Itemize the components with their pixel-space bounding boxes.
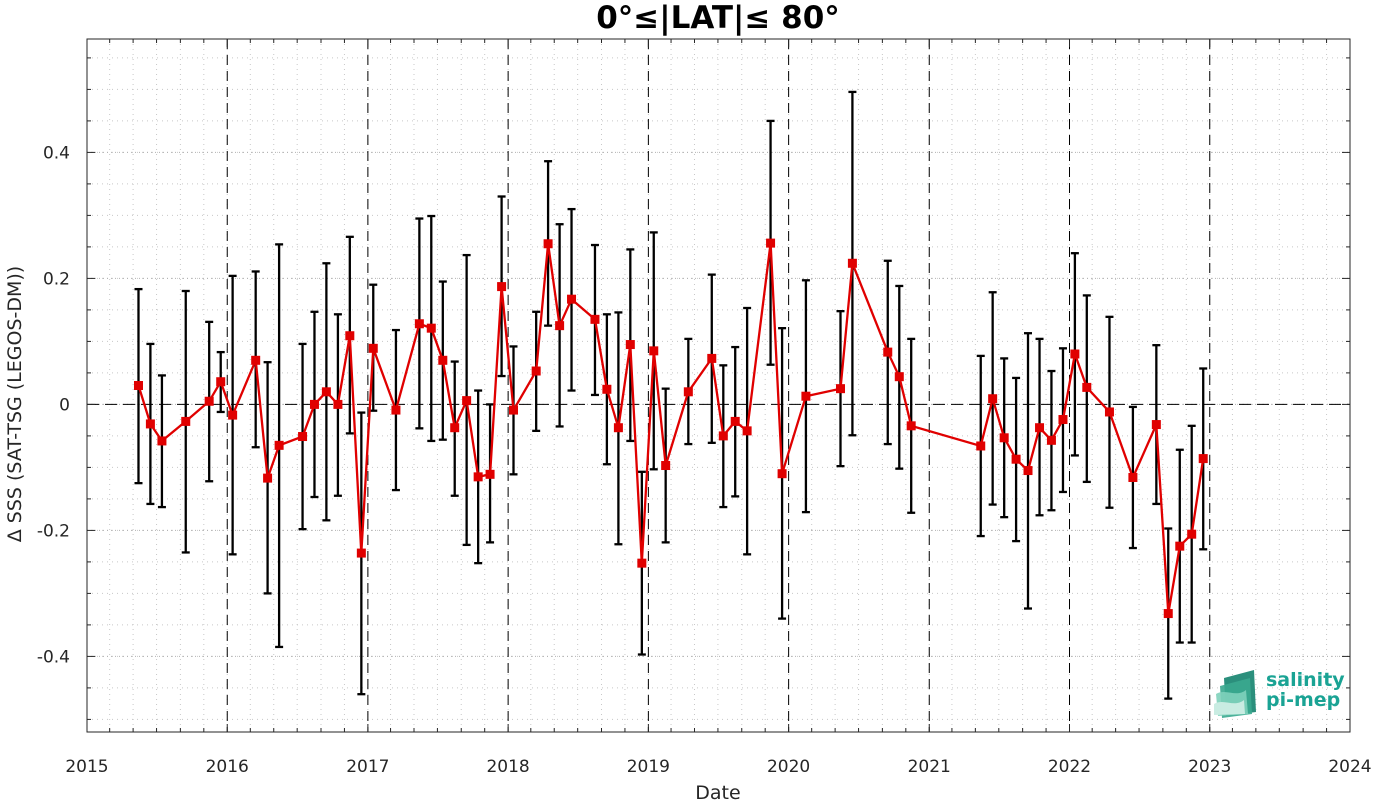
plot-frame — [86, 38, 1351, 733]
data-point-marker — [590, 314, 600, 324]
data-point-marker — [894, 372, 904, 382]
data-point-marker — [1023, 466, 1033, 476]
data-point-marker — [543, 239, 553, 249]
data-point-marker — [157, 436, 167, 446]
data-point-marker — [497, 282, 507, 292]
data-point-marker — [847, 258, 857, 268]
x-tick-label: 2018 — [486, 757, 529, 777]
data-point-marker — [906, 421, 916, 431]
series-markers — [133, 238, 1208, 619]
data-point-marker — [625, 340, 635, 350]
data-point-marker — [883, 347, 893, 357]
data-point-marker — [368, 343, 378, 353]
data-point-marker — [1175, 541, 1185, 551]
data-point-marker — [1082, 382, 1092, 392]
chart-title: 0°≤|LAT|≤ 80° — [596, 0, 840, 36]
data-point-marker — [509, 405, 519, 415]
data-point-marker — [1104, 407, 1114, 417]
data-point-marker — [567, 294, 577, 304]
data-point-marker — [251, 355, 261, 365]
y-tick-labels: -0.4 -0.2 0 0.2 0.4 — [37, 143, 70, 667]
data-point-marker — [145, 419, 155, 429]
data-point-marker — [1187, 529, 1197, 539]
data-point-marker — [263, 473, 273, 483]
x-tick-label: 2022 — [1048, 757, 1091, 777]
salinity-pi-mep-logo: salinity pi-mep — [1214, 669, 1345, 718]
x-tick-label: 2015 — [65, 757, 108, 777]
x-axis-label: Date — [695, 782, 740, 801]
data-point-marker — [450, 423, 460, 433]
logo-wave-icon — [1214, 670, 1256, 718]
y-tick-label: 0 — [59, 395, 70, 415]
data-point-marker — [766, 238, 776, 248]
data-point-marker — [1011, 454, 1021, 464]
data-point-marker — [661, 461, 671, 471]
x-tick-labels: 2015 2016 2017 2018 2019 2020 2021 2022 2023 2024 — [65, 757, 1371, 777]
data-point-marker — [333, 399, 343, 409]
data-point-marker — [274, 440, 284, 450]
data-point-marker — [1151, 420, 1161, 430]
x-tick-label: 2017 — [346, 757, 389, 777]
data-point-marker — [216, 377, 226, 387]
x-tick-label: 2019 — [627, 757, 670, 777]
data-point-marker — [485, 469, 495, 479]
data-point-marker — [1198, 454, 1208, 464]
data-point-marker — [462, 396, 472, 406]
data-point-marker — [602, 384, 612, 394]
y-tick-label: -0.4 — [37, 647, 70, 667]
data-point-marker — [309, 399, 319, 409]
data-point-marker — [1046, 435, 1056, 445]
data-point-marker — [730, 416, 740, 426]
data-point-marker — [298, 432, 308, 442]
data-point-marker — [356, 548, 366, 558]
y-axis-label: Δ SSS (SAT-TSG (LEGOS-DM)) — [4, 266, 26, 542]
data-point-marker — [777, 469, 787, 479]
data-point-marker — [1128, 472, 1138, 482]
data-point-marker — [707, 353, 717, 363]
axis-ticks — [86, 39, 1351, 732]
data-point-marker — [345, 331, 355, 341]
data-point-marker — [999, 433, 1009, 443]
data-point-marker — [133, 381, 143, 390]
x-tick-label: 2016 — [206, 757, 249, 777]
data-point-marker — [414, 319, 424, 329]
data-point-marker — [321, 387, 331, 397]
data-point-marker — [835, 384, 845, 394]
y-tick-label: -0.2 — [37, 521, 70, 541]
data-point-marker — [801, 391, 811, 401]
data-point-marker — [988, 394, 998, 404]
y-tick-label: 0.4 — [43, 143, 70, 163]
data-point-marker — [613, 423, 623, 433]
data-point-marker — [718, 431, 728, 441]
year-marker-lines — [226, 39, 1211, 732]
data-point-marker — [426, 323, 436, 333]
x-tick-label: 2024 — [1328, 757, 1371, 777]
data-point-marker — [204, 396, 214, 406]
data-point-marker — [181, 416, 191, 426]
data-point-marker — [228, 410, 238, 420]
data-point-marker — [473, 472, 483, 482]
data-point-marker — [683, 387, 693, 397]
y-tick-label: 0.2 — [43, 269, 70, 289]
data-point-marker — [438, 355, 448, 365]
data-point-marker — [649, 346, 659, 356]
data-point-marker — [637, 558, 647, 568]
data-point-marker — [391, 405, 401, 415]
logo-text-salinity: salinity — [1266, 669, 1345, 691]
x-tick-label: 2020 — [767, 757, 810, 777]
data-point-marker — [531, 366, 541, 376]
data-point-marker — [555, 321, 565, 331]
x-tick-label: 2023 — [1188, 757, 1231, 777]
data-point-marker — [1035, 423, 1045, 433]
x-tick-label: 2021 — [908, 757, 951, 777]
data-point-marker — [742, 426, 752, 436]
logo-text-pimep: pi-mep — [1266, 689, 1340, 711]
data-point-marker — [1163, 609, 1173, 619]
data-point-marker — [1070, 349, 1080, 359]
data-point-marker — [976, 441, 986, 451]
data-point-marker — [1058, 415, 1068, 425]
